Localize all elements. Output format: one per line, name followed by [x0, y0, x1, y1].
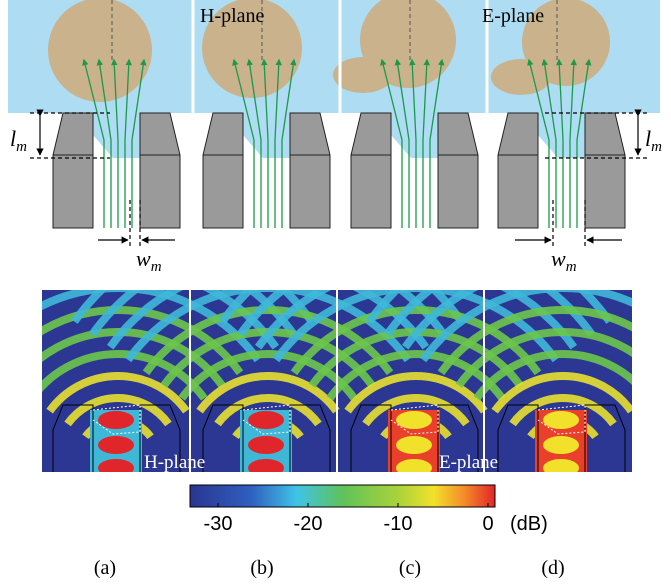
- colorbar-label: -20: [294, 513, 323, 535]
- pattern-lobe: [491, 59, 551, 95]
- hot-spot: [248, 411, 284, 429]
- plane-label: H-plane: [200, 5, 265, 27]
- horn: [438, 113, 478, 228]
- horn: [585, 113, 625, 228]
- panel-label: (b): [250, 557, 273, 579]
- panel-label: (c): [399, 557, 421, 579]
- plane-label: E-plane: [482, 5, 544, 27]
- hot-spot: [98, 459, 134, 477]
- subscript: m: [651, 139, 662, 155]
- horn: [140, 113, 180, 228]
- hot-spot: [543, 459, 579, 477]
- hot-spot: [98, 436, 134, 454]
- horn: [53, 113, 93, 228]
- dimension-label: lm: [645, 126, 662, 155]
- colorbar-label: 0: [482, 513, 493, 535]
- panel-label: (d): [541, 557, 564, 579]
- hot-spot: [543, 436, 579, 454]
- colorbar-unit: (dB): [510, 513, 548, 535]
- colorbar-label: -10: [384, 513, 413, 535]
- hot-spot: [248, 459, 284, 477]
- hot-spot: [248, 436, 284, 454]
- panel-label: (a): [94, 557, 116, 579]
- hot-spot: [396, 436, 432, 454]
- dimension-label: lm: [10, 126, 27, 155]
- hot-spot: [396, 411, 432, 429]
- colorbar-label: -30: [204, 513, 233, 535]
- subscript: m: [16, 139, 27, 155]
- subscript: m: [566, 259, 577, 275]
- symbol: w: [136, 246, 151, 271]
- horn: [290, 113, 330, 228]
- horn: [498, 113, 538, 228]
- pattern-lobe: [333, 57, 393, 93]
- symbol: w: [551, 246, 566, 271]
- hot-spot: [98, 411, 134, 429]
- horn: [351, 113, 391, 228]
- colorbar: [190, 485, 495, 507]
- dimension-label: wm: [136, 246, 162, 275]
- subscript: m: [151, 259, 162, 275]
- plane-label: H-plane: [144, 452, 205, 473]
- horn: [203, 113, 243, 228]
- pattern-lobe: [48, 0, 152, 102]
- hot-spot: [543, 411, 579, 429]
- hot-spot: [396, 459, 432, 477]
- dimension-label: wm: [551, 246, 577, 275]
- plane-label: E-plane: [439, 452, 498, 473]
- figure: H-plane E-plane H-plane E-plane lm lm wm…: [0, 0, 671, 584]
